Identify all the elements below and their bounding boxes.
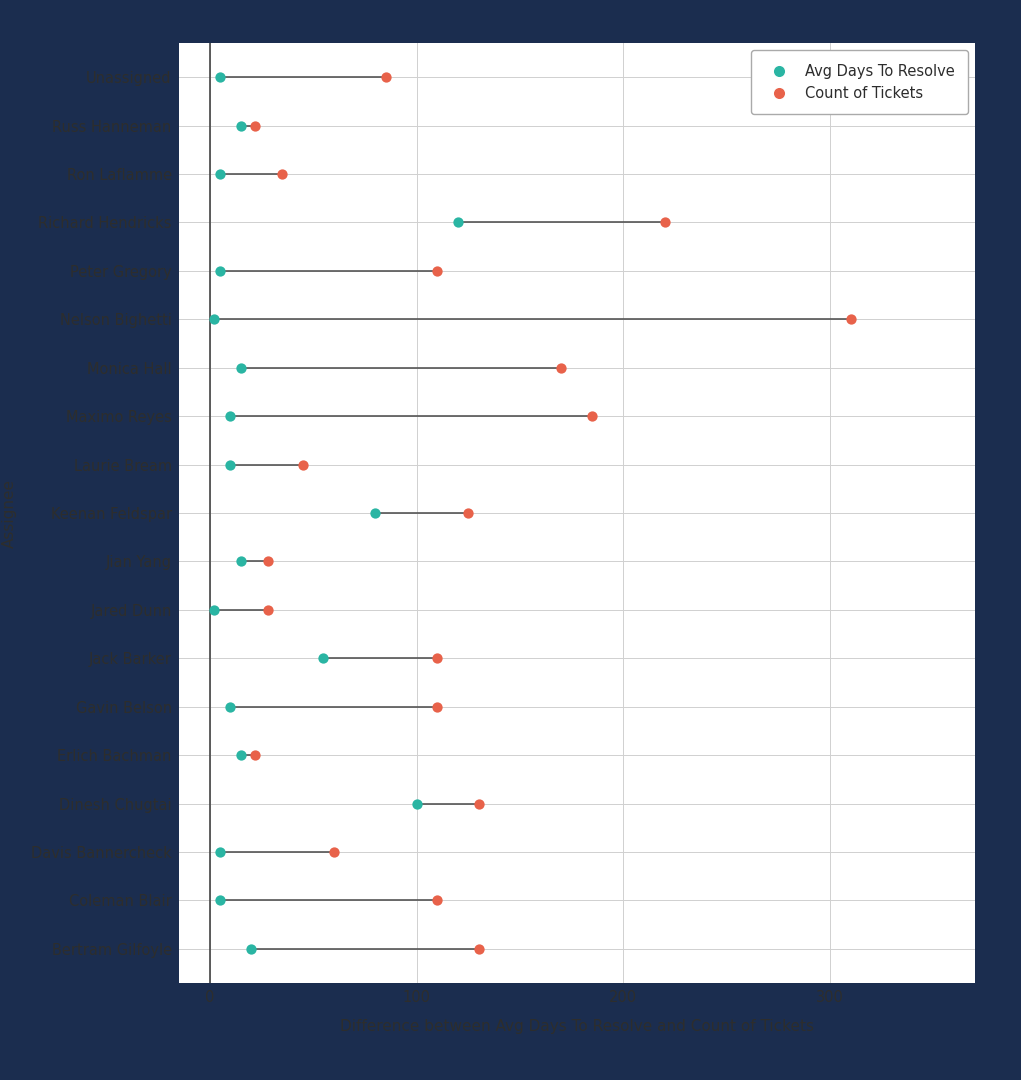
Point [205, 602, 222, 619]
Point [205, 311, 222, 328]
Point [295, 456, 311, 473]
Point [212, 843, 229, 861]
Point [259, 602, 276, 619]
Point [553, 359, 570, 376]
Point [429, 892, 445, 909]
Point [367, 504, 383, 522]
Point [212, 68, 229, 85]
Point [223, 407, 239, 424]
Point [233, 117, 249, 134]
Point [233, 746, 249, 764]
Point [471, 795, 487, 812]
Point [429, 262, 445, 280]
Point [233, 553, 249, 570]
Point [223, 456, 239, 473]
Point [212, 165, 229, 183]
Point [259, 553, 276, 570]
Point [378, 68, 394, 85]
Point [460, 504, 477, 522]
Point [429, 698, 445, 715]
Point [247, 746, 263, 764]
Point [212, 262, 229, 280]
X-axis label: Difference between Avg Days To Resolve and Count of Tickets: Difference between Avg Days To Resolve a… [340, 1018, 814, 1034]
Point [471, 941, 487, 958]
Point [842, 311, 859, 328]
Point [233, 359, 249, 376]
Point [657, 214, 673, 231]
Point [247, 117, 263, 134]
Point [584, 407, 600, 424]
Point [315, 650, 332, 667]
Point [223, 698, 239, 715]
Point [212, 892, 229, 909]
Legend: Avg Days To Resolve, Count of Tickets: Avg Days To Resolve, Count of Tickets [750, 51, 968, 114]
Point [243, 941, 259, 958]
Point [429, 650, 445, 667]
Point [408, 795, 425, 812]
Point [450, 214, 467, 231]
Y-axis label: Assignee: Assignee [2, 478, 17, 548]
Point [326, 843, 342, 861]
Point [274, 165, 290, 183]
